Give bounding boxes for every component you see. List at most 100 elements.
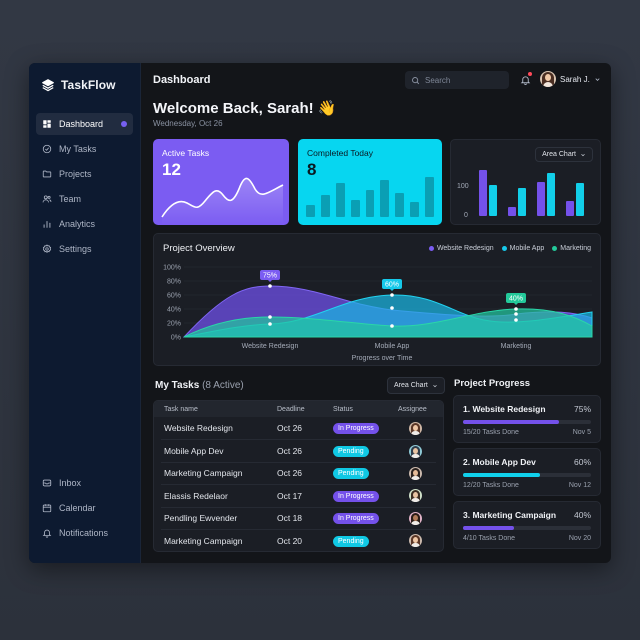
- status-badge[interactable]: Pending: [333, 468, 369, 480]
- table-row[interactable]: Marketing Campaign Oct 20 Pending: [161, 528, 436, 551]
- avatar[interactable]: [409, 466, 422, 480]
- active-tasks-card[interactable]: Active Tasks 12: [153, 139, 289, 225]
- bar: [410, 201, 420, 217]
- sidebar-item-calendar[interactable]: Calendar: [36, 497, 133, 519]
- layers-icon: [42, 79, 54, 92]
- search-input[interactable]: Search: [405, 71, 509, 89]
- task-status: In Progress: [333, 422, 395, 435]
- sidebar-item-dashboard[interactable]: Dashboard: [36, 113, 133, 135]
- tasks-table: Task name Deadline Status Assignee Websi…: [153, 400, 444, 552]
- tasks-done: 4/10 Tasks Done: [463, 535, 516, 542]
- bar: [320, 195, 330, 217]
- task-status: Pending: [333, 467, 395, 480]
- column-header-deadline[interactable]: Deadline: [277, 405, 305, 413]
- y-tick-100: 100: [457, 183, 469, 190]
- project-name: 1. Website Redesign: [463, 404, 546, 414]
- task-status: In Progress: [333, 490, 395, 502]
- avatar[interactable]: [409, 534, 422, 548]
- task-deadline: Oct 20: [277, 535, 303, 546]
- progress-bar: [463, 420, 591, 424]
- sidebar-item-inbox[interactable]: Inbox: [36, 472, 133, 494]
- my-tasks-heading: My Tasks (8 Active): [155, 380, 244, 391]
- overview-title: Project Overview: [163, 243, 235, 254]
- user-menu[interactable]: Sarah J.: [540, 71, 601, 87]
- task-name: Website Redesign: [164, 423, 233, 434]
- task-status: In Progress: [333, 512, 395, 525]
- check-circle-icon: [42, 144, 52, 154]
- task-name: Marketing Campaign: [164, 535, 243, 546]
- sidebar-item-label: Dashboard: [59, 119, 104, 129]
- my-tasks-title: My Tasks: [155, 380, 200, 391]
- sidebar-item-notifications[interactable]: Notifications: [36, 522, 133, 544]
- task-assignee: [395, 444, 436, 458]
- legend-item-mobile[interactable]: Mobile App: [501, 245, 544, 252]
- notifications-button[interactable]: [520, 72, 532, 86]
- status-badge[interactable]: In Progress: [333, 513, 379, 525]
- project-percent: 75%: [573, 404, 591, 414]
- task-deadline: Oct 26: [277, 446, 303, 457]
- avatar[interactable]: [409, 444, 422, 458]
- status-badge[interactable]: Pending: [333, 446, 369, 458]
- tasks-view-dropdown[interactable]: Area Chart: [387, 377, 445, 394]
- folder-icon: [42, 170, 52, 178]
- project-progress-card[interactable]: 1. Website Redesign 75% 15/20 Tasks Done No…: [453, 395, 601, 443]
- completed-today-card[interactable]: Completed Today 8: [298, 139, 442, 225]
- table-row[interactable]: Pendling Ewvender Oct 18 In Progress: [161, 506, 436, 529]
- legend-item-marketing[interactable]: Marketing: [552, 245, 591, 252]
- brand-logo[interactable]: TaskFlow: [29, 75, 140, 95]
- due-date: Nov 12: [568, 482, 591, 489]
- project-progress-card[interactable]: 3. Marketing Campaign 40% 4/10 Tasks Done N…: [453, 501, 601, 549]
- chevron-down-icon: [433, 384, 437, 387]
- bell-icon: [42, 529, 52, 538]
- project-percent: 40%: [573, 510, 591, 520]
- sidebar-item-label: Settings: [59, 244, 92, 254]
- sidebar-item-analytics[interactable]: Analytics: [36, 213, 133, 235]
- chevron-down-icon: [595, 77, 600, 81]
- active-tasks-label: Active Tasks: [162, 148, 210, 158]
- column-header-status[interactable]: Status: [333, 405, 353, 413]
- project-progress-card[interactable]: 2. Mobile App Dev 60% 12/20 Tasks Done Nov …: [453, 448, 601, 496]
- task-deadline: Oct 26: [277, 423, 303, 434]
- active-task-count: (8 Active): [202, 380, 244, 391]
- sidebar-item-team[interactable]: Team: [36, 188, 133, 210]
- chart-type-dropdown[interactable]: Area Chart: [535, 147, 593, 162]
- main-content: Dashboard Search Sarah J. Welcome Back, …: [141, 63, 611, 563]
- sidebar-item-label: Team: [59, 194, 82, 204]
- due-date: Nov 20: [568, 535, 591, 542]
- active-tasks-value: 12: [162, 160, 181, 179]
- sidebar-item-projects[interactable]: Projects: [36, 163, 133, 185]
- page-title: Dashboard: [153, 74, 211, 86]
- status-badge[interactable]: In Progress: [333, 423, 379, 435]
- avatar[interactable]: [409, 511, 422, 525]
- column-header-task[interactable]: Task name: [164, 405, 198, 413]
- table-row[interactable]: Marketing Campaign Oct 26 Pending: [161, 461, 436, 484]
- avatar[interactable]: [409, 421, 422, 435]
- gear-icon: [42, 244, 52, 253]
- column-header-assignee[interactable]: Assignee: [398, 405, 427, 413]
- tasks-done: 12/20 Tasks Done: [463, 482, 519, 489]
- sidebar-item-label: Notifications: [59, 528, 109, 538]
- project-overview-card: 100% 80% 60% 40% 20% 0% 75% 60% 40% Website Redes…: [153, 233, 601, 366]
- completed-bar-chart: [306, 177, 435, 217]
- table-row[interactable]: Elassis Redelaor Oct 17 In Progress: [161, 484, 436, 506]
- sidebar-item-settings[interactable]: Settings: [36, 238, 133, 260]
- bar: [576, 183, 584, 216]
- task-deadline: Oct 18: [277, 513, 303, 524]
- status-badge[interactable]: In Progress: [333, 490, 379, 502]
- table-row[interactable]: Mobile App Dev Oct 26 Pending: [161, 439, 436, 461]
- bar: [489, 185, 497, 216]
- status-badge[interactable]: Pending: [333, 535, 369, 547]
- bar: [335, 183, 345, 217]
- current-date: Wednesday, Oct 26: [153, 119, 223, 128]
- legend-item-website[interactable]: Website Redesign: [428, 245, 494, 252]
- task-assignee: [395, 511, 436, 525]
- project-name: 3. Marketing Campaign: [463, 510, 557, 520]
- sidebar-item-my-tasks[interactable]: My Tasks: [36, 138, 133, 160]
- bar: [479, 169, 487, 216]
- sidebar-item-label: Calendar: [59, 503, 96, 513]
- task-name: Pendling Ewvender: [164, 513, 238, 524]
- table-row[interactable]: Website Redesign Oct 26 In Progress: [161, 417, 436, 439]
- svg-text:0%: 0%: [171, 335, 181, 342]
- users-icon: [42, 195, 52, 203]
- avatar[interactable]: [409, 489, 422, 503]
